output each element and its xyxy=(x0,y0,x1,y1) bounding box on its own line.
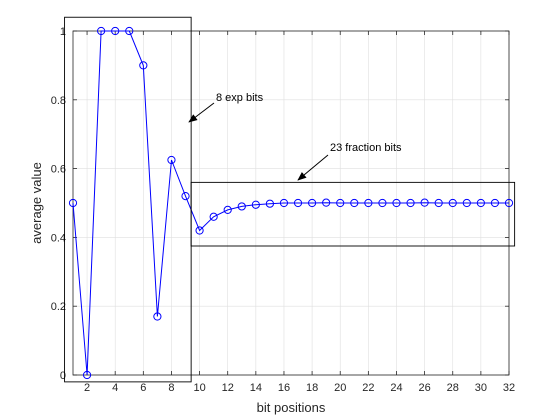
x-tick-label: 30 xyxy=(475,382,487,394)
data-point xyxy=(167,155,176,165)
annotation-box xyxy=(190,181,516,247)
x-tick-label: 20 xyxy=(334,382,346,394)
data-point xyxy=(448,198,457,208)
x-tick-label: 14 xyxy=(250,382,262,394)
data-point xyxy=(420,198,429,207)
series-layer xyxy=(68,26,514,380)
x-tick-label: 32 xyxy=(503,382,515,394)
data-point xyxy=(125,26,134,36)
data-point xyxy=(279,198,289,208)
data-point xyxy=(223,205,232,214)
data-point xyxy=(490,198,500,208)
x-axis: 2 4 6 8 10 12 14 16 18 20 22 24 26 28 30 32 xyxy=(84,31,515,394)
data-point xyxy=(434,198,443,208)
data-point xyxy=(364,198,373,208)
data-point xyxy=(476,198,485,208)
data-point xyxy=(153,312,162,321)
series-line xyxy=(72,30,509,376)
x-tick-label: 4 xyxy=(112,382,118,394)
annotation-layer: 8 exp bits 23 fraction bits xyxy=(64,16,516,383)
y-tick-label: 0.4 xyxy=(51,232,66,244)
y-tick-label: 0.8 xyxy=(51,95,66,107)
x-tick-label: 2 xyxy=(84,382,90,394)
x-axis-label: bit positions xyxy=(257,400,326,415)
y-axis-label: average value xyxy=(29,162,44,244)
x-tick-label: 18 xyxy=(306,382,318,394)
data-point xyxy=(378,198,387,208)
x-tick-label: 22 xyxy=(362,382,374,394)
y-tick-label: 0 xyxy=(60,370,66,382)
data-point xyxy=(111,26,120,36)
y-tick-label: 0.2 xyxy=(51,301,66,313)
x-tick-label: 26 xyxy=(418,382,430,394)
x-tick-label: 8 xyxy=(168,382,174,394)
x-tick-label: 24 xyxy=(390,382,402,394)
x-tick-label: 10 xyxy=(193,382,205,394)
data-point xyxy=(237,202,246,211)
data-point xyxy=(392,198,401,208)
data-point xyxy=(82,370,92,380)
y-tick-label: 0.6 xyxy=(51,164,66,176)
data-point xyxy=(251,200,260,209)
data-point xyxy=(97,26,106,36)
data-point xyxy=(209,212,218,221)
annotation-arrow xyxy=(297,154,329,181)
x-tick-label: 28 xyxy=(447,382,459,394)
data-point xyxy=(265,199,275,208)
data-point xyxy=(462,198,471,208)
data-point xyxy=(139,61,148,70)
data-point xyxy=(293,198,303,208)
annotation-label: 23 fraction bits xyxy=(330,142,402,154)
x-tick-label: 12 xyxy=(222,382,234,394)
data-point xyxy=(350,198,359,208)
data-point xyxy=(307,198,317,208)
data-point xyxy=(195,226,204,235)
data-point xyxy=(336,198,345,208)
data-point xyxy=(406,198,415,208)
x-tick-label: 6 xyxy=(140,382,146,394)
y-tick-label: 1 xyxy=(60,26,66,38)
data-point xyxy=(322,198,331,207)
data-point xyxy=(504,198,514,208)
y-axis: 0 0.2 0.4 0.6 0.8 1 xyxy=(51,26,509,382)
data-point xyxy=(181,192,190,201)
annotation-label: 8 exp bits xyxy=(216,92,264,104)
x-tick-label: 16 xyxy=(278,382,290,394)
data-point xyxy=(68,198,78,208)
annotation-arrow xyxy=(188,102,215,123)
